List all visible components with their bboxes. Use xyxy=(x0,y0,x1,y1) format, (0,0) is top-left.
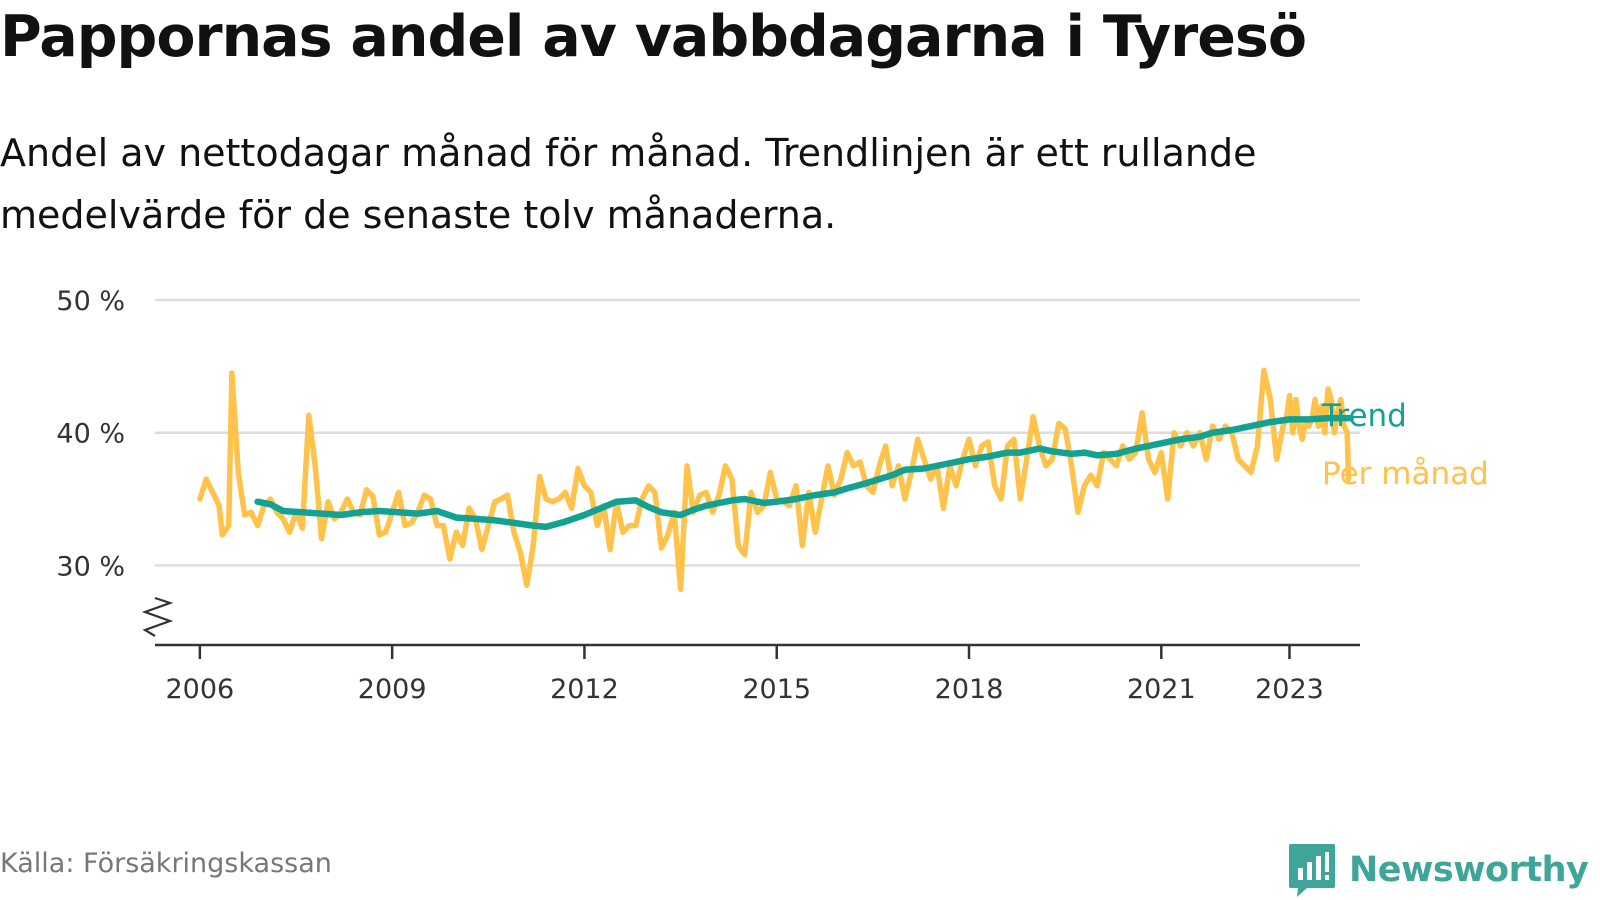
brand-logo[interactable]: Newsworthy xyxy=(1287,842,1589,898)
chart-title: Pappornas andel av vabbdagarna i Tyresö xyxy=(0,4,1307,70)
newsworthy-logo-icon xyxy=(1289,844,1335,897)
monthly-series-label: Per månad xyxy=(1322,456,1489,492)
x-tick-label: 2009 xyxy=(358,674,427,705)
y-tick-label: 40 % xyxy=(56,419,125,450)
brand-name: Newsworthy xyxy=(1349,850,1589,890)
x-tick-label: 2018 xyxy=(935,674,1004,705)
x-tick-label: 2021 xyxy=(1127,674,1196,705)
x-tick-label: 2012 xyxy=(550,674,619,705)
trend-series-label: Trend xyxy=(1321,398,1407,434)
x-tick-label: 2023 xyxy=(1255,674,1324,705)
monthly-series-line xyxy=(197,367,1352,593)
source-note: Källa: Försäkringskassan xyxy=(0,848,332,879)
x-tick-label: 2015 xyxy=(742,674,811,705)
y-tick-label: 30 % xyxy=(56,551,125,582)
x-tick-label: 2006 xyxy=(166,674,235,705)
chart-subtitle: Andel av nettodagar månad för månad. Tre… xyxy=(0,131,1257,237)
y-tick-label: 50 % xyxy=(56,286,125,317)
y-axis-break-symbol xyxy=(141,596,174,637)
trend-series-line xyxy=(254,414,1354,531)
